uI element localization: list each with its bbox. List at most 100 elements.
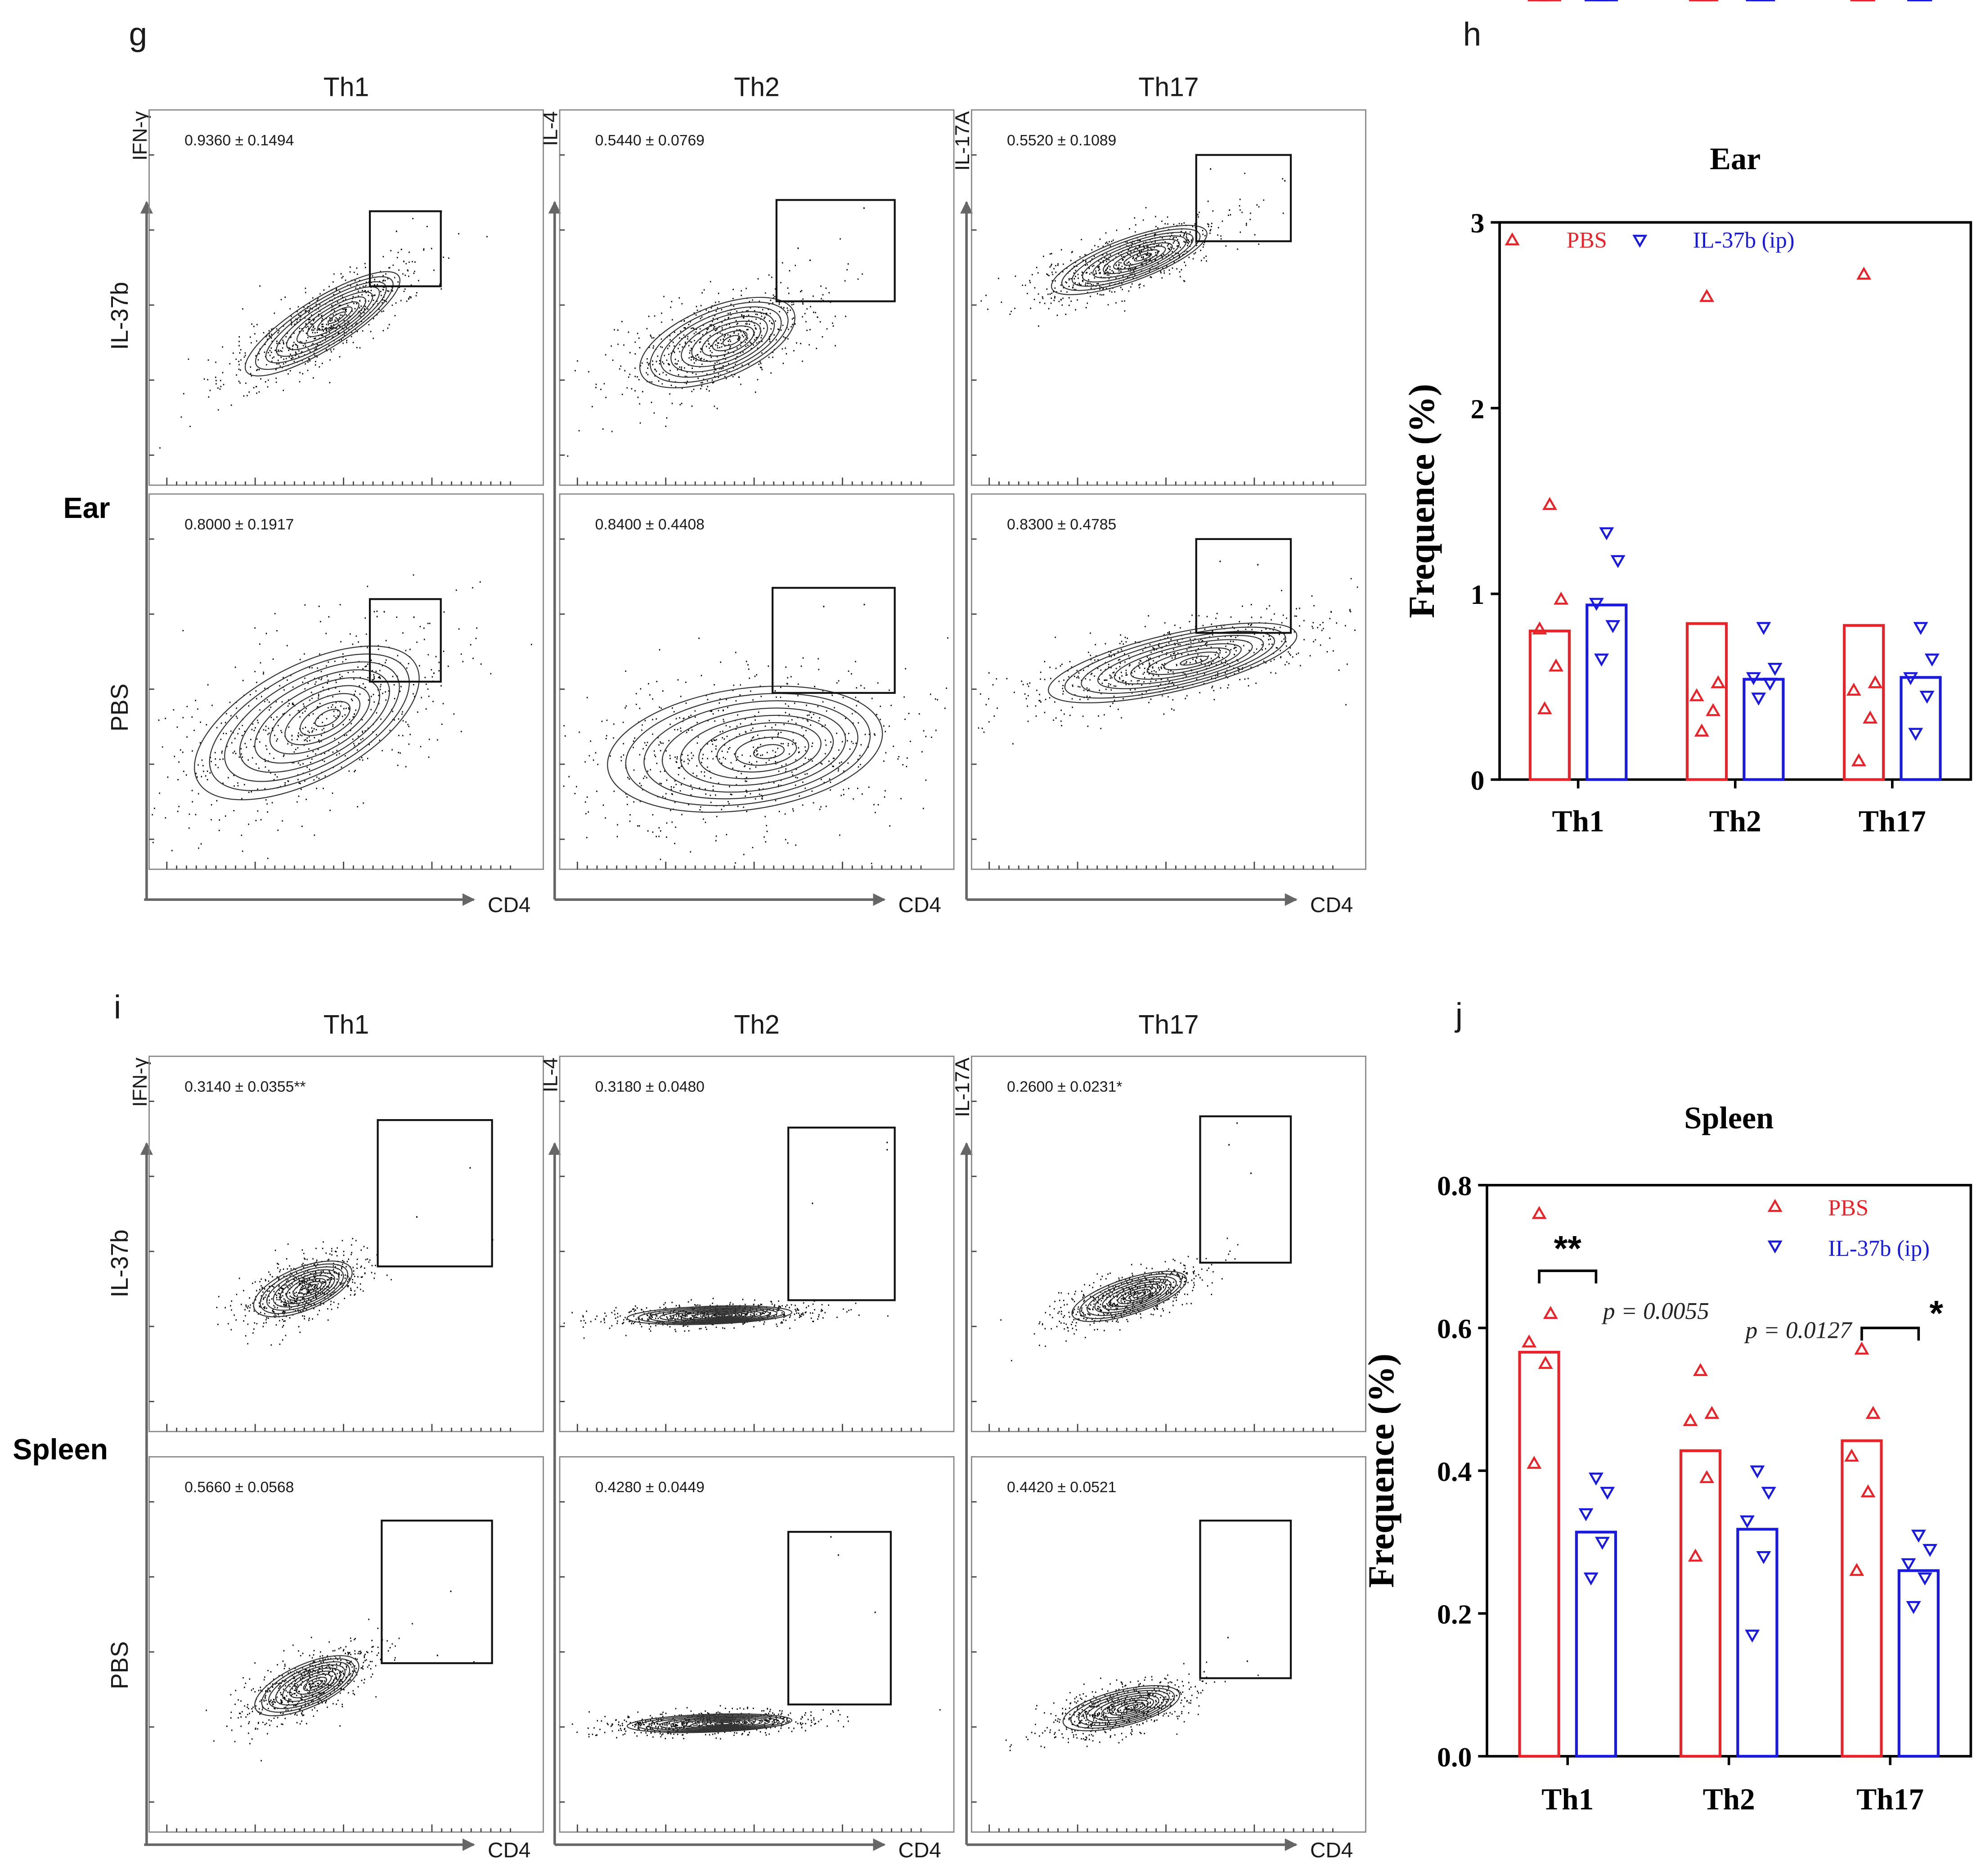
y-tick-label: 0.6 — [1437, 1314, 1472, 1344]
data-point — [1913, 622, 1928, 635]
density-contour — [306, 301, 359, 337]
p-value: p = 0.0127 — [1744, 1316, 1853, 1343]
gate-box — [368, 598, 442, 683]
data-point — [1583, 1572, 1599, 1586]
row-axis-label: PBS — [107, 684, 133, 732]
density-contour — [314, 709, 341, 727]
data-point — [1543, 1306, 1558, 1319]
density-contour — [275, 286, 380, 357]
density-contour — [698, 722, 822, 779]
gate-box — [775, 199, 896, 302]
significance-stars: ** — [1554, 1229, 1582, 1269]
column-title: Th1 — [323, 1010, 369, 1039]
density-contour — [269, 685, 371, 755]
density-contour — [266, 1266, 344, 1311]
gate-box — [1195, 538, 1292, 634]
gate-frequency: 0.5520 ± 0.1089 — [1007, 132, 1116, 149]
flow-plot-frame — [559, 1055, 955, 1432]
category-label: Th17 — [1859, 805, 1926, 838]
data-point — [1532, 1206, 1547, 1219]
density-contour — [253, 1260, 353, 1318]
flow-plot-frame — [970, 493, 1366, 870]
category-label: Th17 — [1856, 1782, 1924, 1816]
density-contour — [1092, 238, 1180, 279]
gate-frequency: 0.3140 ± 0.0355** — [184, 1079, 305, 1095]
data-point — [1711, 675, 1726, 688]
bar-chart-spleen: Spleen 0.0 0.2 0.4 0.6 0.8 Frequence (%) Th1 Th2… — [1361, 0, 1972, 1816]
gate-events — [1203, 1637, 1248, 1673]
y-tick-label: 0.4 — [1437, 1457, 1472, 1487]
data-point — [1863, 711, 1878, 724]
data-point — [1917, 1572, 1932, 1586]
category-label: Th2 — [1709, 805, 1761, 838]
data-point — [1689, 688, 1704, 702]
data-point — [1548, 658, 1563, 672]
gate-frequency: 0.4420 ± 0.0521 — [1007, 1479, 1116, 1496]
legend-marker-il37b — [1632, 234, 1648, 248]
density-contour — [209, 653, 410, 792]
density-contour — [1117, 1286, 1157, 1305]
density-contour — [299, 1281, 322, 1295]
data-point — [1750, 1465, 1765, 1479]
data-point — [1868, 675, 1883, 688]
marker-axis-label: IL-4 — [539, 1057, 562, 1092]
y-tick-label: 1 — [1470, 580, 1484, 610]
density-contour — [1163, 651, 1220, 670]
density-contour — [1071, 1271, 1187, 1322]
data-point — [1739, 1515, 1755, 1529]
density-contour — [275, 1664, 346, 1706]
data-point — [1605, 620, 1621, 634]
density-contour — [1133, 252, 1152, 262]
data-point — [1527, 1456, 1542, 1469]
density-contour — [648, 1715, 778, 1731]
flow-plot-frame — [970, 109, 1366, 486]
gate-frequency: 0.8400 ± 0.4408 — [595, 516, 705, 533]
density-contour — [638, 1306, 785, 1324]
density-contour — [681, 1719, 755, 1728]
gate-events — [1210, 168, 1286, 211]
data-point — [1600, 1487, 1615, 1500]
y-tick-label: 3 — [1470, 208, 1484, 239]
density-contour — [753, 744, 785, 759]
bar-il37b — [1897, 1569, 1940, 1758]
density-contour — [289, 1670, 337, 1699]
x-axis-label: CD4 — [898, 1838, 941, 1862]
data-point — [1522, 1334, 1537, 1348]
density-contour — [1078, 1690, 1170, 1726]
density-contour — [1125, 1289, 1151, 1301]
data-point — [1865, 1406, 1881, 1419]
panel-letter-g: g — [129, 16, 148, 53]
gate-events — [383, 611, 435, 674]
density-contour — [1102, 1281, 1167, 1310]
data-point — [1595, 1537, 1610, 1550]
gate-events — [395, 230, 404, 262]
density-contour — [224, 661, 400, 782]
data-point — [1756, 1551, 1771, 1564]
marker-axis-label: IL-4 — [539, 111, 562, 146]
density-contour — [254, 1655, 359, 1717]
gate-events — [797, 207, 865, 261]
gate-box — [368, 210, 442, 288]
density-contour — [1071, 232, 1194, 287]
data-point — [1693, 1363, 1708, 1376]
data-point — [1762, 678, 1778, 691]
marker-axis-label: IL-17A — [951, 111, 974, 171]
density-contour — [317, 306, 353, 331]
density-contour — [659, 1716, 770, 1730]
density-contour — [328, 311, 346, 324]
density-contour — [703, 1313, 741, 1318]
density-contour — [712, 330, 748, 351]
density-contour — [1117, 1702, 1144, 1713]
density-contour — [260, 1263, 349, 1314]
data-point — [1856, 266, 1872, 280]
density-contour — [670, 1718, 763, 1729]
density-contour — [626, 1305, 793, 1325]
bar-pbs — [1843, 624, 1885, 781]
flow-plot-frame — [148, 109, 544, 486]
density-contour — [659, 1309, 770, 1323]
density-contour — [284, 693, 361, 746]
bar-pbs — [1528, 630, 1571, 781]
event-dots — [1000, 1237, 1239, 1362]
density-contour — [1093, 1695, 1159, 1721]
panel-letter-j: j — [1455, 997, 1463, 1033]
